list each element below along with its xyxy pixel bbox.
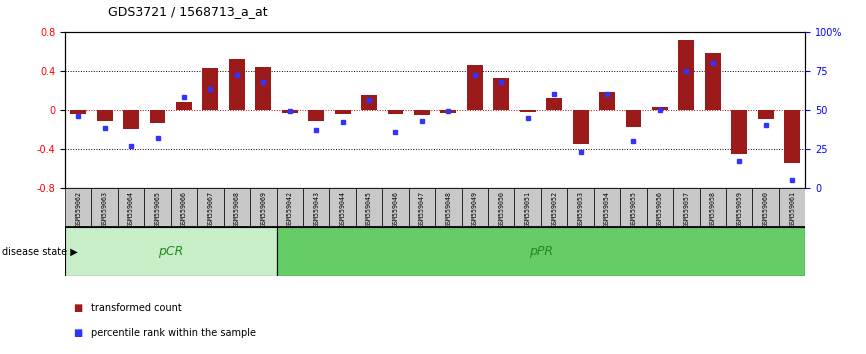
- Bar: [758, 110, 773, 120]
- Text: pPR: pPR: [529, 245, 553, 258]
- Bar: [546, 98, 562, 110]
- Bar: [329, 188, 356, 227]
- Text: GSM559046: GSM559046: [392, 191, 398, 227]
- Text: GSM559068: GSM559068: [234, 191, 240, 227]
- Text: GDS3721 / 1568713_a_at: GDS3721 / 1568713_a_at: [108, 5, 268, 18]
- Text: ■: ■: [74, 328, 83, 338]
- Bar: [520, 110, 536, 112]
- Bar: [467, 65, 482, 110]
- Text: GSM559067: GSM559067: [207, 191, 213, 227]
- Bar: [276, 227, 805, 276]
- Text: disease state ▶: disease state ▶: [2, 246, 77, 256]
- Text: GSM559052: GSM559052: [551, 191, 557, 227]
- Text: GSM559054: GSM559054: [604, 191, 610, 227]
- Bar: [541, 188, 567, 227]
- Text: GSM559045: GSM559045: [366, 191, 372, 227]
- Bar: [726, 188, 753, 227]
- Text: GSM559064: GSM559064: [128, 191, 134, 227]
- Bar: [229, 59, 245, 110]
- Bar: [567, 188, 594, 227]
- Bar: [281, 110, 298, 113]
- Bar: [673, 188, 700, 227]
- Text: GSM559059: GSM559059: [736, 191, 742, 227]
- Text: GSM559056: GSM559056: [657, 191, 663, 227]
- Bar: [145, 188, 171, 227]
- Text: GSM559044: GSM559044: [339, 191, 346, 227]
- Text: GSM559043: GSM559043: [313, 191, 320, 227]
- Bar: [70, 110, 86, 114]
- Text: GSM559069: GSM559069: [261, 191, 266, 227]
- Bar: [599, 92, 615, 110]
- Bar: [625, 110, 642, 127]
- Bar: [494, 78, 509, 110]
- Bar: [678, 40, 695, 110]
- Text: GSM559050: GSM559050: [498, 191, 504, 227]
- Text: pCR: pCR: [158, 245, 184, 258]
- Text: GSM559051: GSM559051: [525, 191, 531, 227]
- Text: GSM559053: GSM559053: [578, 191, 584, 227]
- Text: GSM559066: GSM559066: [181, 191, 187, 227]
- Bar: [176, 102, 192, 110]
- Bar: [414, 110, 430, 115]
- Bar: [382, 188, 409, 227]
- Bar: [731, 110, 747, 154]
- Bar: [409, 188, 435, 227]
- Text: ■: ■: [74, 303, 83, 313]
- Bar: [92, 188, 118, 227]
- Bar: [435, 188, 462, 227]
- Bar: [753, 188, 779, 227]
- Text: transformed count: transformed count: [91, 303, 182, 313]
- Bar: [652, 107, 668, 110]
- Text: GSM559048: GSM559048: [445, 191, 451, 227]
- Text: GSM559057: GSM559057: [683, 191, 689, 227]
- Bar: [514, 188, 541, 227]
- Text: GSM559065: GSM559065: [154, 191, 160, 227]
- Bar: [779, 188, 805, 227]
- Bar: [572, 110, 589, 144]
- Text: GSM559049: GSM559049: [472, 191, 478, 227]
- Bar: [250, 188, 276, 227]
- Bar: [647, 188, 673, 227]
- Text: GSM559060: GSM559060: [763, 191, 769, 227]
- Bar: [150, 110, 165, 124]
- Bar: [65, 227, 276, 276]
- Bar: [171, 188, 197, 227]
- Bar: [303, 188, 329, 227]
- Bar: [308, 110, 324, 121]
- Bar: [594, 188, 620, 227]
- Bar: [700, 188, 726, 227]
- Bar: [255, 67, 271, 110]
- Bar: [65, 188, 92, 227]
- Text: GSM559061: GSM559061: [789, 191, 795, 227]
- Text: GSM559062: GSM559062: [75, 191, 81, 227]
- Text: GSM559063: GSM559063: [101, 191, 107, 227]
- Bar: [123, 110, 139, 129]
- Bar: [462, 188, 488, 227]
- Bar: [276, 188, 303, 227]
- Text: GSM559047: GSM559047: [419, 191, 425, 227]
- Bar: [441, 110, 456, 113]
- Bar: [197, 188, 223, 227]
- Bar: [223, 188, 250, 227]
- Text: GSM559042: GSM559042: [287, 191, 293, 227]
- Bar: [356, 188, 382, 227]
- Bar: [118, 188, 145, 227]
- Bar: [361, 95, 377, 110]
- Text: GSM559055: GSM559055: [630, 191, 637, 227]
- Bar: [334, 110, 351, 114]
- Bar: [705, 53, 721, 110]
- Bar: [388, 110, 404, 114]
- Bar: [488, 188, 514, 227]
- Text: percentile rank within the sample: percentile rank within the sample: [91, 328, 256, 338]
- Bar: [785, 110, 800, 163]
- Bar: [203, 68, 218, 110]
- Bar: [97, 110, 113, 121]
- Text: GSM559058: GSM559058: [710, 191, 716, 227]
- Bar: [620, 188, 647, 227]
